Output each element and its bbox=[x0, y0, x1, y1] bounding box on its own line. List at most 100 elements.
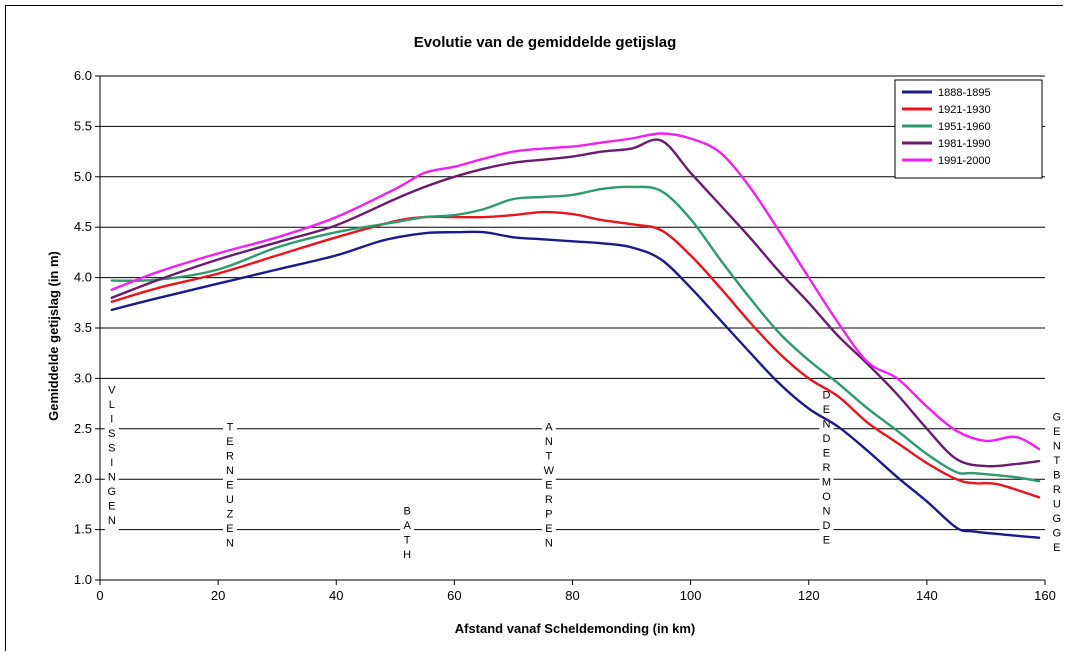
place-label-background bbox=[400, 502, 415, 565]
place-letter: R bbox=[545, 494, 553, 506]
legend-label: 1981-1990 bbox=[938, 138, 991, 150]
y-tick-label: 1.0 bbox=[74, 572, 92, 587]
x-tick-label: 100 bbox=[680, 588, 702, 603]
place-letter: D bbox=[822, 520, 830, 532]
place-letter: E bbox=[226, 480, 233, 492]
place-letter: P bbox=[545, 509, 552, 521]
legend-label: 1991-2000 bbox=[938, 155, 991, 167]
place-letter: E bbox=[226, 436, 233, 448]
series-line-1921-1930 bbox=[110, 210, 1041, 499]
series-line-1981-1990 bbox=[110, 138, 1041, 468]
y-tick-label: 5.5 bbox=[74, 118, 92, 133]
place-letter: D bbox=[822, 433, 830, 445]
x-tick-label: 120 bbox=[798, 588, 820, 603]
series-layer bbox=[110, 132, 1041, 539]
place-letter: I bbox=[110, 457, 113, 469]
place-letter: N bbox=[226, 465, 234, 477]
place-letter: D bbox=[822, 389, 830, 401]
place-letter: B bbox=[403, 505, 410, 517]
y-axis-label: Gemiddelde getijslag (in m) bbox=[46, 251, 61, 421]
place-letter: E bbox=[545, 523, 552, 535]
y-tick-label: 3.5 bbox=[74, 320, 92, 335]
x-tick-label: 60 bbox=[447, 588, 461, 603]
place-letter: G bbox=[1053, 513, 1062, 525]
x-tick-label: 160 bbox=[1034, 588, 1056, 603]
place-letter: W bbox=[544, 465, 555, 477]
x-tick-label: 0 bbox=[96, 588, 103, 603]
place-letter: E bbox=[1053, 542, 1060, 554]
x-axis-label: Afstand vanaf Scheldemonding (in km) bbox=[455, 621, 696, 636]
place-letter: R bbox=[822, 462, 830, 474]
y-tick-label: 2.0 bbox=[74, 471, 92, 486]
place-letter: U bbox=[1053, 499, 1061, 511]
chart-title: Evolutie van de gemiddelde getijslag bbox=[414, 34, 677, 51]
place-letter: S bbox=[108, 428, 115, 440]
y-tick-label: 5.0 bbox=[74, 169, 92, 184]
place-label-background bbox=[1049, 408, 1064, 558]
y-tick-label: 4.5 bbox=[74, 219, 92, 234]
place-label-background bbox=[819, 386, 834, 550]
legend-box bbox=[894, 79, 1043, 179]
x-tick-label: 40 bbox=[329, 588, 343, 603]
place-letter: A bbox=[545, 422, 553, 434]
place-letter: H bbox=[403, 549, 411, 561]
legend: 1888-1895 1921-1930 1951-1960 1981-1990 1991… bbox=[894, 79, 1043, 179]
place-letter: E bbox=[108, 500, 115, 512]
place-letter: E bbox=[1053, 426, 1060, 438]
legend-label: 1888-1895 bbox=[938, 87, 991, 99]
place-letter: N bbox=[545, 436, 553, 448]
place-letter: E bbox=[823, 404, 830, 416]
place-letter: B bbox=[1053, 470, 1060, 482]
place-letter: V bbox=[108, 384, 116, 396]
place-label-background bbox=[104, 381, 119, 531]
place-letter: L bbox=[109, 399, 115, 411]
place-letter: E bbox=[545, 480, 552, 492]
place-letter: E bbox=[226, 523, 233, 535]
place-label-background bbox=[222, 418, 237, 554]
x-tick-label: 20 bbox=[211, 588, 225, 603]
chart-background bbox=[6, 6, 1064, 652]
place-letter: O bbox=[822, 491, 831, 503]
series-line-1991-2000 bbox=[110, 132, 1041, 451]
y-tick-label: 1.5 bbox=[74, 522, 92, 537]
place-letter: G bbox=[1053, 528, 1062, 540]
place-letter: Z bbox=[227, 509, 234, 521]
y-tick-label: 3.0 bbox=[74, 370, 92, 385]
place-letter: N bbox=[545, 538, 553, 550]
place-letter: T bbox=[546, 451, 553, 463]
place-letter: N bbox=[822, 505, 830, 517]
place-letter: G bbox=[1053, 412, 1062, 424]
place-label-background bbox=[541, 418, 556, 554]
place-letter: T bbox=[227, 422, 234, 434]
place-letter: A bbox=[403, 520, 411, 532]
axis-layer: 1.0 1.5 2.0 2.5 3.0 3.5 4.0 4.5 5.0 5.5 6.0 0 20 40 60… bbox=[74, 68, 1056, 603]
place-letter: R bbox=[226, 451, 234, 463]
y-tick-label: 4.0 bbox=[74, 270, 92, 285]
series-line-1888-1895 bbox=[110, 230, 1041, 539]
place-letter: N bbox=[108, 515, 116, 527]
place-letter: E bbox=[823, 447, 830, 459]
place-letter: N bbox=[226, 538, 234, 550]
place-letter: N bbox=[1053, 441, 1061, 453]
y-tick-label: 2.5 bbox=[74, 421, 92, 436]
grid-layer bbox=[100, 75, 1045, 531]
y-tick-label: 6.0 bbox=[74, 68, 92, 83]
place-letter: U bbox=[226, 494, 234, 506]
place-letter: E bbox=[823, 534, 830, 546]
legend-label: 1951-1960 bbox=[938, 121, 991, 133]
place-letter: M bbox=[822, 476, 831, 488]
x-tick-label: 140 bbox=[916, 588, 938, 603]
place-letter: T bbox=[404, 534, 411, 546]
place-layer: V L I S S I N G E NT E R N E U Z E NB A T HA N T W E R P E ND E N D E R M O… bbox=[104, 381, 1064, 565]
place-letter: I bbox=[110, 413, 113, 425]
x-tick-label: 80 bbox=[565, 588, 579, 603]
place-letter: S bbox=[108, 442, 115, 454]
